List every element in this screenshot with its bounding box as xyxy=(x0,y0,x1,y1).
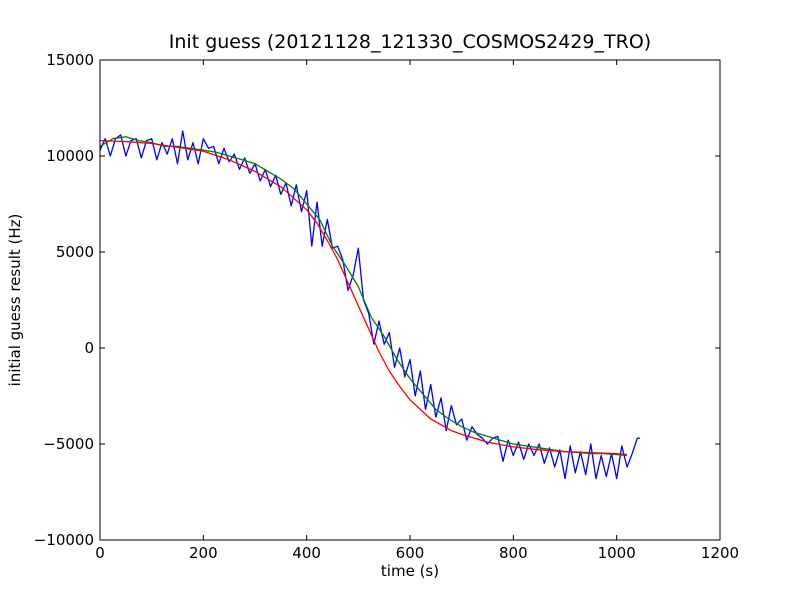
series-line-1 xyxy=(99,130,640,480)
x-axis-label: time (s) xyxy=(381,562,439,580)
series-layer xyxy=(99,130,640,480)
chart-title: Init guess (20121128_121330_COSMOS2429_T… xyxy=(169,31,651,53)
plot-area xyxy=(100,60,720,540)
x-tick-label: 400 xyxy=(292,544,321,562)
y-tick-label: 0 xyxy=(84,339,94,357)
x-tick-label: 600 xyxy=(396,544,425,562)
series-line-3 xyxy=(99,139,628,456)
y-tick-label: −5000 xyxy=(43,435,94,453)
y-tick-label: 5000 xyxy=(56,243,94,261)
x-tick-label: 0 xyxy=(95,544,105,562)
series-line-2 xyxy=(99,136,628,457)
y-tick-label: 15000 xyxy=(46,51,94,69)
y-tick-label: 10000 xyxy=(46,147,94,165)
y-tick-label: −10000 xyxy=(34,531,94,549)
x-tick-label: 1000 xyxy=(598,544,636,562)
y-axis-label: initial guess result (Hz) xyxy=(6,214,24,387)
ticks-layer: 0 200 400 600 800 1000 1200 −10000 −5000 0 5000 100… xyxy=(34,51,739,562)
x-tick-label: 800 xyxy=(499,544,528,562)
x-tick-label: 1200 xyxy=(701,544,739,562)
x-tick-label: 200 xyxy=(189,544,218,562)
